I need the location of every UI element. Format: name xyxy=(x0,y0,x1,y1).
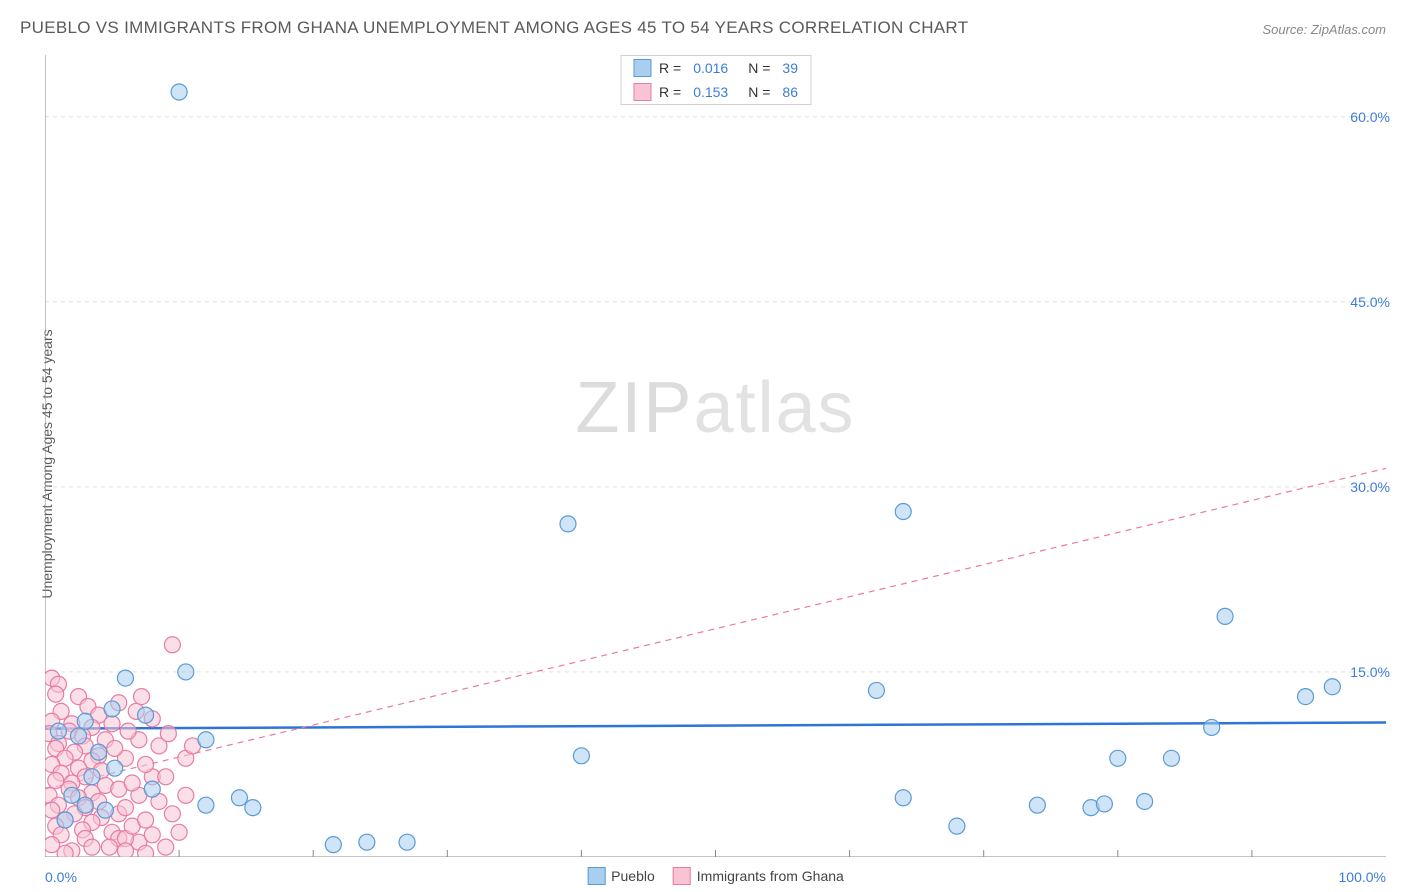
legend-series-item: Immigrants from Ghana xyxy=(673,867,844,885)
legend-stat-row: R = 0.153 N = 86 xyxy=(621,80,810,104)
legend-swatch xyxy=(633,59,651,77)
legend-swatch xyxy=(587,867,605,885)
y-tick-label: 45.0% xyxy=(1350,294,1390,310)
chart-title: PUEBLO VS IMMIGRANTS FROM GHANA UNEMPLOY… xyxy=(20,18,968,38)
r-label: R = xyxy=(659,60,681,76)
legend-series: Pueblo Immigrants from Ghana xyxy=(587,867,844,885)
x-tick-max: 100.0% xyxy=(1339,869,1386,885)
legend-stats-box: R = 0.016 N = 39 R = 0.153 N = 86 xyxy=(620,55,811,105)
y-tick-label: 30.0% xyxy=(1350,479,1390,495)
legend-series-label: Pueblo xyxy=(611,868,655,884)
n-label: N = xyxy=(748,60,770,76)
legend-stat-row: R = 0.016 N = 39 xyxy=(621,56,810,80)
n-value: 39 xyxy=(782,60,798,76)
legend-series-item: Pueblo xyxy=(587,867,655,885)
r-value: 0.016 xyxy=(693,60,728,76)
n-label: N = xyxy=(748,84,770,100)
chart-container: Unemployment Among Ages 45 to 54 years Z… xyxy=(45,55,1386,857)
legend-swatch xyxy=(673,867,691,885)
r-label: R = xyxy=(659,84,681,100)
legend-series-label: Immigrants from Ghana xyxy=(697,868,844,884)
scatter-chart-svg xyxy=(45,55,1386,857)
legend-swatch xyxy=(633,83,651,101)
n-value: 86 xyxy=(782,84,798,100)
r-value: 0.153 xyxy=(693,84,728,100)
plot-area: ZIPatlas R =0.016 N =39 R =0.153 N =86 0… xyxy=(45,55,1386,857)
y-tick-label: 15.0% xyxy=(1350,664,1390,680)
x-tick-min: 0.0% xyxy=(45,869,77,885)
source-attribution: Source: ZipAtlas.com xyxy=(1262,22,1386,37)
y-tick-label: 60.0% xyxy=(1350,109,1390,125)
